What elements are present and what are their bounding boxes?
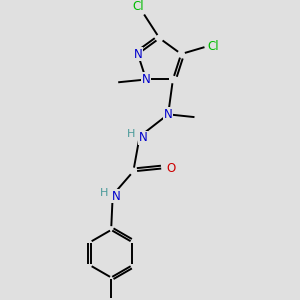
Text: N: N <box>112 190 120 203</box>
Text: N: N <box>142 73 151 86</box>
Text: N: N <box>134 47 142 61</box>
Text: N: N <box>138 131 147 144</box>
Text: H: H <box>100 188 108 198</box>
Text: N: N <box>164 108 172 121</box>
Text: Cl: Cl <box>207 40 219 52</box>
Text: O: O <box>166 162 175 175</box>
Text: H: H <box>127 129 135 139</box>
Text: Cl: Cl <box>133 0 144 13</box>
